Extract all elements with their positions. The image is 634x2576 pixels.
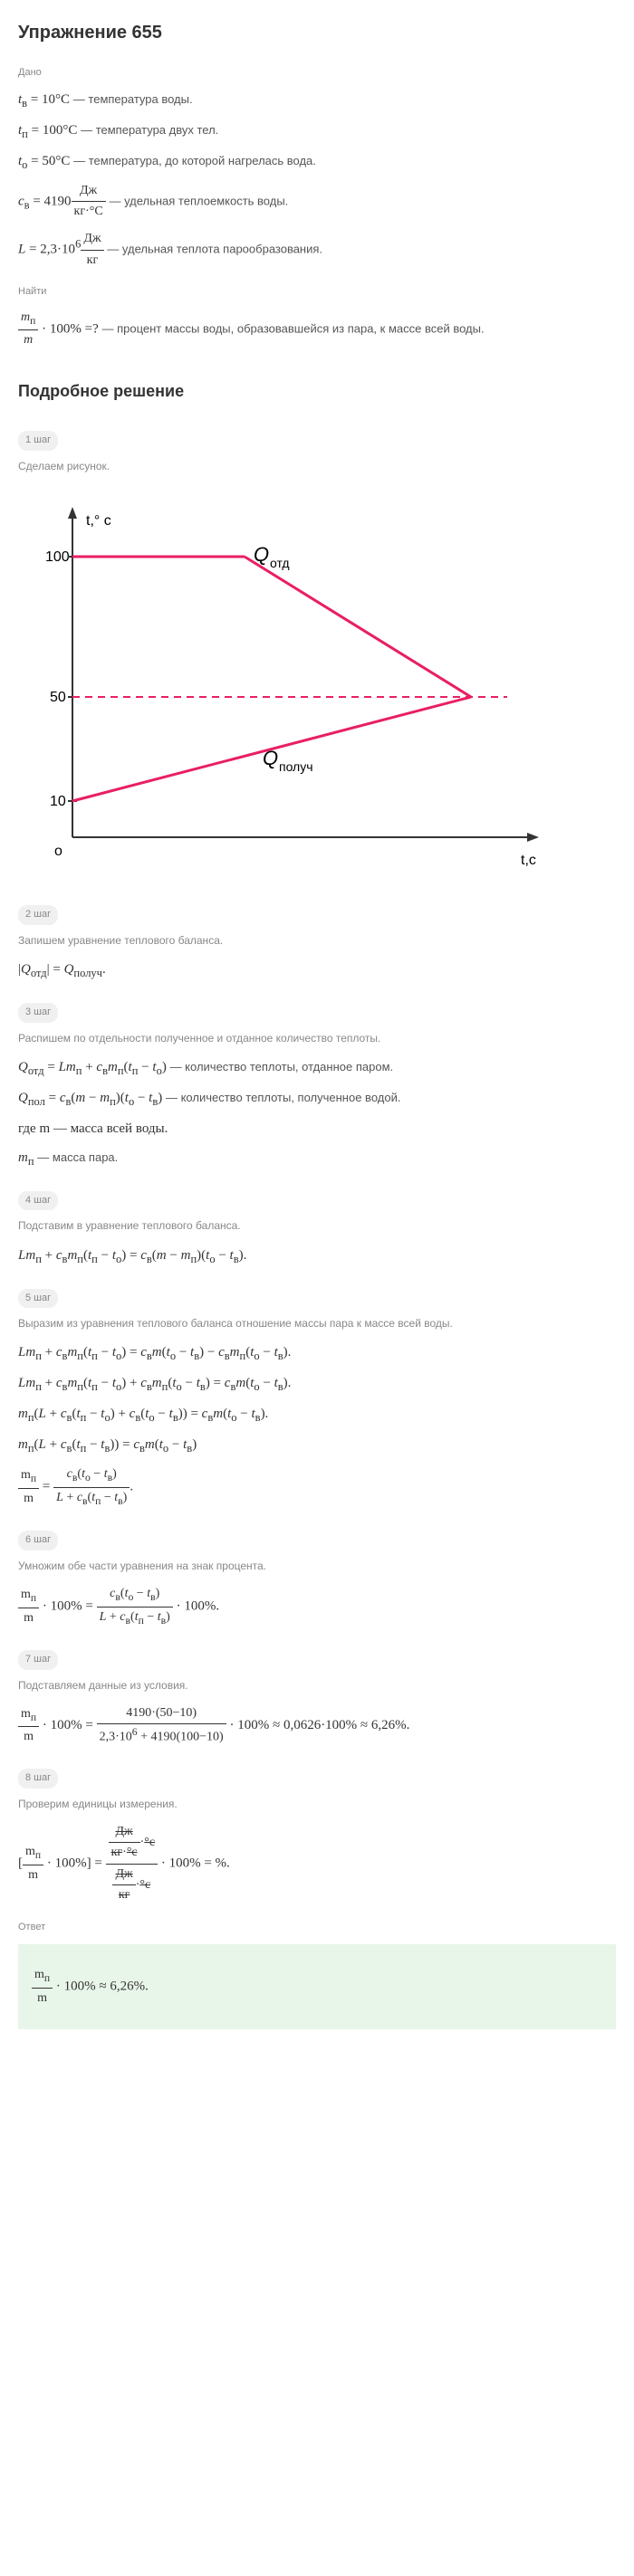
svg-text:10: 10 xyxy=(50,794,66,809)
step-desc: Распишем по отдельности полученное и отд… xyxy=(18,1030,616,1047)
formula: mп(L + cв(tп − tо) + cв(tо − tв)) = cвm(… xyxy=(18,1403,616,1426)
svg-text:отд: отд xyxy=(270,556,290,570)
svg-text:50: 50 xyxy=(50,690,66,705)
answer-box: mпm · 100% ≈ 6,26%. xyxy=(18,1944,616,2029)
exercise-title: Упражнение 655 xyxy=(18,18,616,47)
step-badge: 3 шаг xyxy=(18,1003,58,1023)
step-badge: 7 шаг xyxy=(18,1650,58,1670)
formula: mпm = cв(tо − tв)L + cв(tп − tв). xyxy=(18,1465,616,1510)
given-line: L = 2,3·106Джкг — удельная теплота пароо… xyxy=(18,229,616,271)
formula: где m — масса всей воды. xyxy=(18,1118,616,1140)
formula: Qпол = cв(m − mп)(tо − tв) — количество … xyxy=(18,1087,616,1111)
formula: [mпm · 100%] = Джкг·°с·°сДжкг·°с · 100% … xyxy=(18,1822,616,1906)
given-line: cв = 4190Джкг·°C — удельная теплоемкость… xyxy=(18,181,616,223)
solution-title: Подробное решение xyxy=(18,378,616,405)
formula: mпm · 100% = 4190·(50−10)2,3·106 + 4190(… xyxy=(18,1703,616,1748)
step-desc: Выразим из уравнения теплового баланса о… xyxy=(18,1315,616,1332)
step-desc: Подставим в уравнение теплового баланса. xyxy=(18,1217,616,1235)
given-line: tв = 10°C — температура воды. xyxy=(18,89,616,112)
step-desc: Запишем уравнение теплового баланса. xyxy=(18,932,616,949)
step-badge: 2 шаг xyxy=(18,905,58,925)
formula: mп — масса пара. xyxy=(18,1147,616,1170)
x-axis-label: t,с xyxy=(521,853,536,868)
svg-text:получ: получ xyxy=(279,759,313,774)
given-label: Дано xyxy=(18,65,616,81)
y-axis-label: t,° с xyxy=(86,513,111,529)
given-line: tо = 50°C — температура, до которой нагр… xyxy=(18,150,616,174)
step-badge: 4 шаг xyxy=(18,1191,58,1211)
given-line: tп = 100°C — температура двух тел. xyxy=(18,119,616,143)
q-otd-label: Q xyxy=(254,543,269,566)
step-desc: Сделаем рисунок. xyxy=(18,458,616,475)
step-badge: 1 шаг xyxy=(18,431,58,451)
step-badge: 6 шаг xyxy=(18,1531,58,1550)
formula: Lmп + cвmп(tп − tо) = cвm(tо − tв) − cвm… xyxy=(18,1341,616,1365)
step-desc: Проверим единицы измерения. xyxy=(18,1796,616,1813)
step-badge: 5 шаг xyxy=(18,1289,58,1309)
svg-text:100: 100 xyxy=(45,549,70,565)
formula: mпm · 100% = cв(tо − tв)L + cв(tп − tв) … xyxy=(18,1584,616,1629)
step-desc: Подставляем данные из условия. xyxy=(18,1677,616,1694)
step-badge: 8 шаг xyxy=(18,1769,58,1789)
origin-label: о xyxy=(54,844,62,859)
step-desc: Умножим обе части уравнения на знак проц… xyxy=(18,1558,616,1575)
find-line: mпm · 100% =? — процент массы воды, обра… xyxy=(18,308,616,351)
formula: Qотд = Lmп + cвmп(tп − tо) — количество … xyxy=(18,1056,616,1080)
temperature-chart: t,° с t,с 100 50 10 о Q отд Q получ xyxy=(18,493,616,873)
q-poluch-label: Q xyxy=(263,747,278,769)
find-label: Найти xyxy=(18,284,616,301)
formula: Lmп + cвmп(tп − tо) + cвmп(tо − tв) = cв… xyxy=(18,1372,616,1396)
answer-label: Ответ xyxy=(18,1920,616,1936)
formula: mп(L + cв(tп − tв)) = cвm(tо − tв) xyxy=(18,1434,616,1457)
formula: Lmп + cвmп(tп − tо) = cв(m − mп)(tо − tв… xyxy=(18,1245,616,1268)
formula: |Qотд| = Qполуч. xyxy=(18,959,616,982)
